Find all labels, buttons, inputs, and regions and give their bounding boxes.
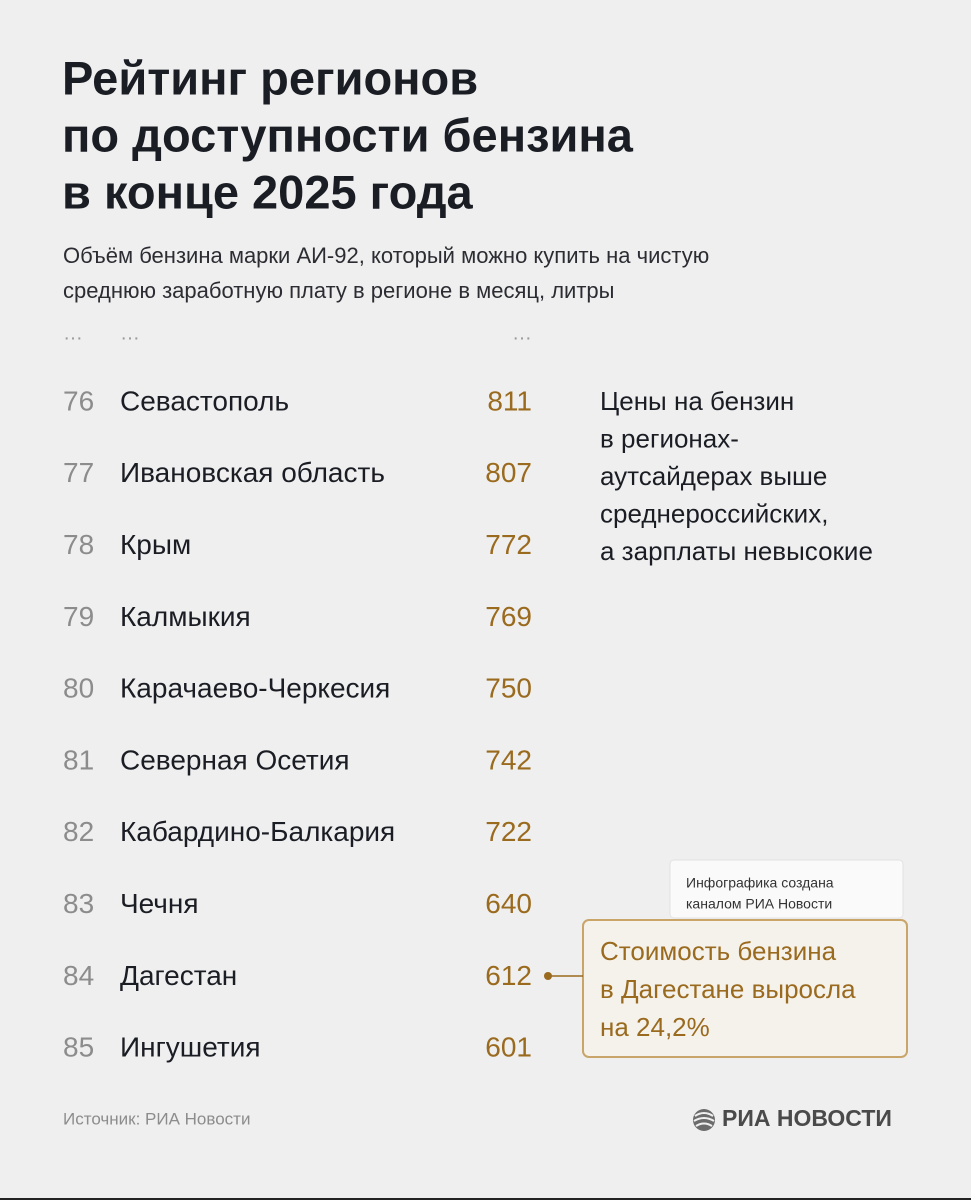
subtitle-line: Объём бензина марки АИ-92, который можно…: [63, 243, 709, 268]
liters-value: 769: [485, 601, 532, 632]
note-line: среднероссийских,: [600, 498, 828, 528]
credit-box: [669, 859, 904, 919]
callout-dot: [544, 972, 552, 980]
rank: 81: [63, 744, 94, 775]
logo-text: РИА НОВОСТИ: [722, 1105, 892, 1131]
region-name: Дагестан: [120, 960, 237, 991]
callout-line: на 24,2%: [600, 1012, 710, 1042]
liters-value: 750: [485, 673, 532, 704]
liters-value: 742: [485, 744, 532, 775]
credit-line: Инфографика создана: [686, 875, 834, 891]
liters-value: 640: [485, 888, 532, 919]
liters-value: 807: [485, 457, 532, 488]
note-line: в регионах-: [600, 423, 739, 453]
title-line: в конце 2025 года: [62, 165, 474, 218]
title-line: Рейтинг регионов: [62, 51, 478, 104]
note-line: а зарплаты невысокие: [600, 536, 873, 566]
logo-icon: [693, 1109, 715, 1131]
ellipsis: …: [63, 322, 83, 344]
rank: 79: [63, 601, 94, 632]
liters-value: 772: [485, 529, 532, 560]
liters-value: 601: [485, 1032, 532, 1063]
rank: 76: [63, 385, 94, 416]
note-line: Цены на бензин: [600, 386, 794, 416]
rank: 77: [63, 457, 94, 488]
region-name: Ивановская область: [120, 457, 385, 488]
ellipsis: …: [512, 322, 532, 344]
region-name: Ингушетия: [120, 1032, 261, 1063]
liters-value: 811: [487, 385, 532, 416]
region-name: Северная Осетия: [120, 744, 350, 775]
ellipsis: …: [120, 322, 140, 344]
callout-line: в Дагестане выросла: [600, 974, 856, 1004]
rank: 78: [63, 529, 94, 560]
region-name: Кабардино-Балкария: [120, 816, 395, 847]
rank: 85: [63, 1032, 94, 1063]
liters-value: 722: [485, 816, 532, 847]
rank: 80: [63, 673, 94, 704]
liters-value: 612: [485, 960, 532, 991]
note-line: аутсайдерах выше: [600, 461, 827, 491]
region-name: Севастополь: [120, 385, 289, 416]
rank: 83: [63, 888, 94, 919]
callout-line: Стоимость бензина: [600, 936, 837, 966]
source: Источник: РИА Новости: [63, 1109, 250, 1128]
rank: 84: [63, 960, 94, 991]
region-name: Карачаево-Черкесия: [120, 673, 390, 704]
subtitle-line: среднюю заработную плату в регионе в мес…: [63, 278, 614, 303]
region-name: Чечня: [120, 888, 199, 919]
rank: 82: [63, 816, 94, 847]
region-name: Калмыкия: [120, 601, 251, 632]
credit-line: каналом РИА Новости: [686, 896, 832, 912]
callout-box: [582, 919, 908, 1058]
title-line: по доступности бензина: [62, 108, 634, 161]
region-name: Крым: [120, 529, 191, 560]
